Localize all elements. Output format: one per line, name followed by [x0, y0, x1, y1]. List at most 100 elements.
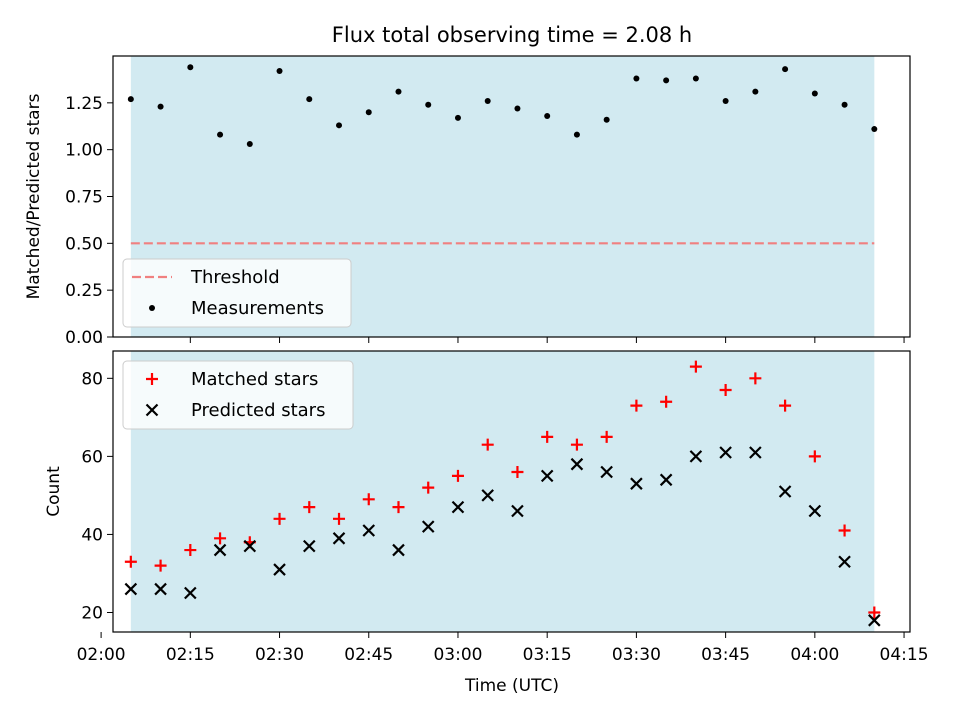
- predicted-stars-point: [213, 543, 227, 557]
- x-tick-label: 02:30: [255, 645, 304, 665]
- measurements-point: [782, 66, 789, 73]
- matched-stars-point: [184, 544, 197, 557]
- predicted-stars-point: [362, 524, 376, 537]
- predicted-stars-point: [243, 539, 257, 553]
- legend-matched-swatch: [146, 373, 158, 385]
- predicted-stars-point: [778, 485, 792, 498]
- top-legend-box: [122, 258, 352, 328]
- predicted-stars-point: [659, 473, 673, 487]
- x-tick-label: 04:15: [880, 645, 929, 665]
- top-y-tick-label: 0.75: [65, 188, 103, 208]
- measurements-point: [544, 112, 551, 119]
- top-panel: 0.00 0.25 0.50 0.75 1.00 1.25 Matched/Predicte…: [24, 55, 911, 348]
- bottom-legend: Matched stars Predicted stars: [122, 360, 354, 430]
- measurements-point: [633, 75, 640, 82]
- measurements-point: [722, 97, 729, 104]
- bottom-y-axis-label: Count: [44, 466, 64, 517]
- predicted-stars-point: [481, 489, 494, 502]
- x-axis-label: Time (UTC): [464, 676, 559, 696]
- top-y-tick-label: 0.00: [65, 328, 103, 348]
- x-tick-label: 03:15: [523, 645, 572, 665]
- bottom-axes-frame: [112, 350, 911, 633]
- legend-predicted-label: Predicted stars: [191, 400, 325, 421]
- top-y-tick-label: 0.25: [65, 281, 103, 301]
- measurements-point: [871, 126, 878, 133]
- bottom-panel: 20 40 60 80 Count 02:00 02:15 02:30 02:45 03:00 03…: [44, 350, 929, 665]
- predicted-stars-point: [332, 532, 346, 545]
- matched-stars-point: [749, 372, 762, 385]
- predicted-stars-point: [451, 500, 465, 514]
- matched-stars-point: [362, 493, 375, 506]
- predicted-stars-point: [838, 555, 851, 569]
- measurements-point: [336, 122, 343, 129]
- predicted-stars-point: [808, 504, 822, 518]
- matched-stars-point: [392, 501, 405, 514]
- measurements-point: [752, 88, 759, 95]
- x-tick-label: 03:00: [433, 645, 482, 665]
- matched-stars-point: [600, 430, 613, 443]
- predicted-stars-point: [600, 465, 613, 479]
- matched-stars-point: [303, 501, 316, 514]
- x-tick-label: 02:00: [77, 645, 126, 665]
- measurements-point: [127, 96, 134, 103]
- measurements-point: [603, 116, 610, 123]
- x-tick-label: 02:45: [344, 645, 393, 665]
- measurements-point: [365, 109, 372, 116]
- matched-stars-point: [541, 430, 554, 443]
- predicted-stars-point: [184, 586, 197, 600]
- predicted-stars-point: [302, 539, 316, 553]
- matched-stars-point: [481, 438, 494, 451]
- matched-stars-point: [570, 438, 583, 451]
- matched-stars-point: [511, 465, 524, 478]
- matched-stars-point: [808, 450, 821, 463]
- top-y-tick-label: 1.25: [65, 94, 103, 114]
- x-tick-label: 03:30: [612, 645, 661, 665]
- measurements-point: [395, 88, 402, 95]
- matched-stars-point: [451, 469, 464, 482]
- predicted-stars-point: [689, 450, 703, 463]
- measurements-point: [484, 97, 491, 104]
- matched-stars-point: [124, 555, 137, 568]
- x-tick-label: 03:45: [701, 645, 750, 665]
- matched-stars-point: [779, 399, 792, 412]
- predicted-stars-point: [154, 582, 167, 596]
- predicted-stars-point: [719, 446, 732, 459]
- top-y-tick-label: 0.50: [65, 234, 103, 254]
- measurements-point: [454, 114, 461, 121]
- matched-stars-point: [214, 532, 227, 545]
- legend-threshold-label: Threshold: [190, 267, 280, 288]
- bottom-y-tick-label: 60: [81, 447, 103, 467]
- measurements-point: [514, 105, 521, 112]
- matched-stars-point: [868, 606, 881, 619]
- predicted-stars-point: [273, 563, 286, 576]
- x-tick-label: 02:15: [166, 645, 215, 665]
- predicted-stars-point: [868, 614, 881, 627]
- predicted-stars-point: [749, 446, 762, 459]
- measurements-point: [841, 101, 848, 108]
- matched-stars-point: [719, 384, 732, 397]
- matched-stars-point: [154, 559, 167, 572]
- measurements-point: [811, 90, 818, 97]
- matched-stars-point: [838, 524, 851, 537]
- matched-stars-point: [630, 399, 643, 412]
- predicted-stars-point: [511, 504, 524, 518]
- predicted-stars-point: [570, 457, 584, 471]
- matched-stars-point: [273, 512, 286, 525]
- legend-matched-label: Matched stars: [191, 369, 318, 390]
- measurements-point: [246, 141, 253, 148]
- bottom-y-tick-label: 40: [81, 525, 103, 545]
- predicted-stars-point: [392, 543, 405, 557]
- predicted-stars-point: [421, 520, 435, 533]
- chart-title: Flux total observing time = 2.08 h: [332, 23, 692, 47]
- measurements-point: [692, 75, 699, 82]
- measurements-point: [217, 131, 224, 138]
- top-legend: Threshold Measurements: [122, 258, 352, 328]
- measurements-point: [187, 64, 194, 71]
- matched-stars-point: [660, 395, 673, 408]
- top-axes-frame: [112, 55, 911, 338]
- matched-stars-point: [689, 360, 702, 373]
- top-y-axis-label: Matched/Predicted stars: [24, 93, 44, 299]
- legend-measurements-swatch: [149, 305, 155, 311]
- predicted-stars-point: [124, 582, 138, 596]
